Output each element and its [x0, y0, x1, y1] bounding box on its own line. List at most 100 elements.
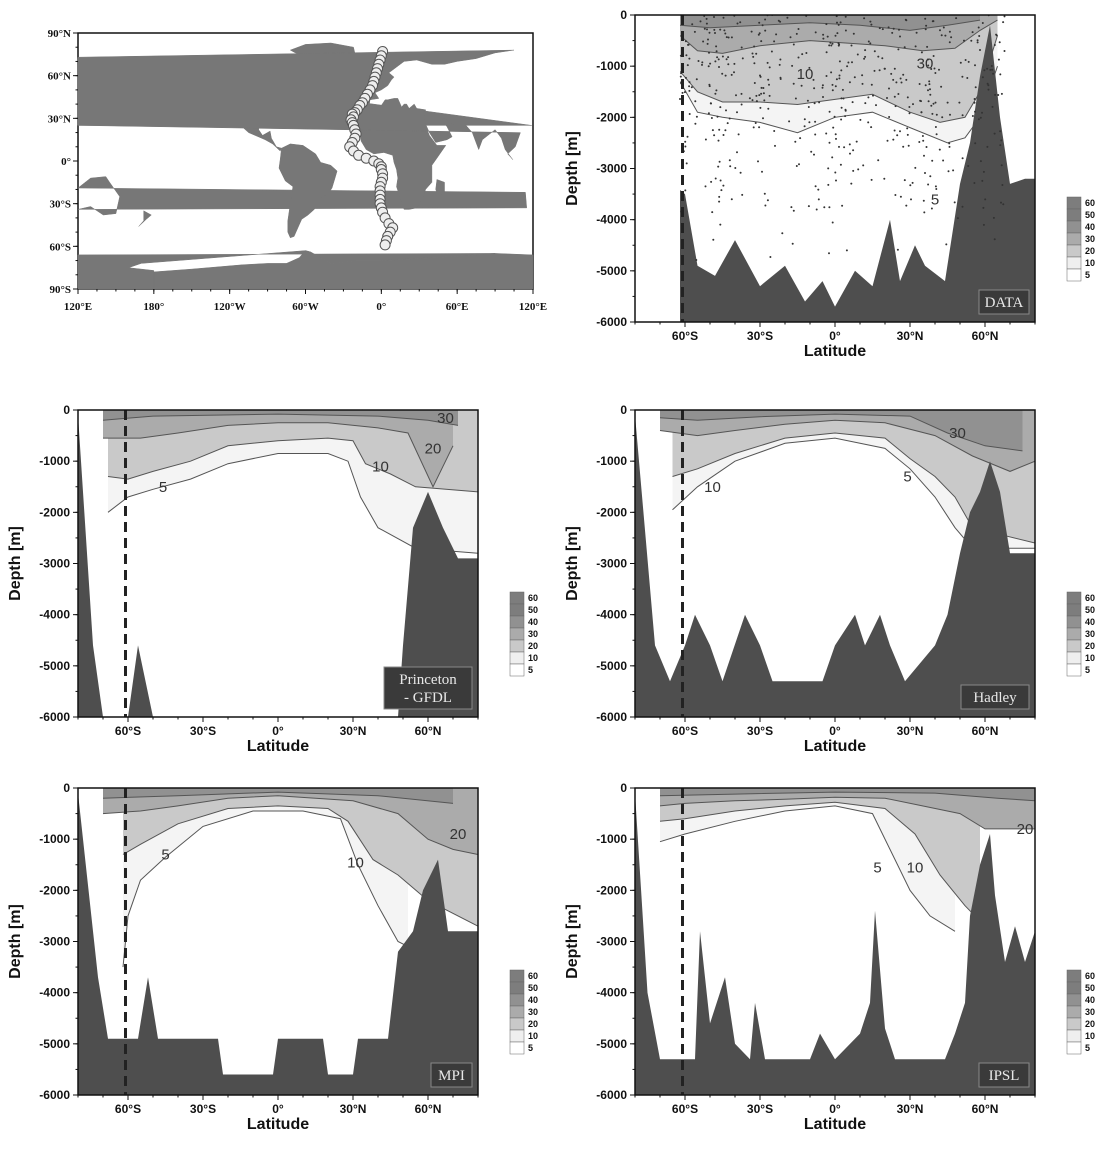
observation-dot — [681, 91, 684, 94]
isoline-20 — [659, 796, 1035, 830]
x-tick-label: 30°N — [897, 329, 924, 343]
y-tick-label: -3000 — [39, 557, 70, 571]
legend-label: 30 — [1085, 629, 1095, 639]
observation-dot — [974, 86, 977, 89]
contour-band-20 — [103, 788, 478, 855]
model-name-label: DATA — [985, 295, 1024, 311]
observation-dot — [788, 120, 791, 123]
legend-swatch — [1066, 1041, 1082, 1055]
observation-dot — [979, 160, 982, 163]
observation-dot — [792, 209, 795, 212]
x-tick-label: 0° — [829, 724, 841, 738]
observation-dot — [828, 252, 830, 255]
map-x-tick-label: 120°E — [64, 301, 92, 313]
plot-area — [635, 410, 1035, 717]
observation-dot — [814, 185, 817, 188]
isoline-30 — [659, 413, 1023, 452]
observation-dot — [727, 36, 730, 39]
y-tick-label: -5000 — [596, 264, 627, 278]
station-marker — [379, 239, 391, 251]
observation-dot — [829, 41, 832, 44]
observation-dot — [814, 133, 817, 136]
observation-dot — [724, 129, 727, 132]
legend-swatch — [509, 663, 525, 677]
observation-dot — [714, 177, 717, 180]
isoline-20 — [679, 19, 998, 54]
observation-dot — [704, 185, 707, 188]
observation-dot — [764, 18, 767, 21]
observation-dot — [931, 20, 934, 23]
observation-dot — [982, 170, 985, 173]
observation-dot — [910, 198, 912, 201]
observation-dot — [754, 122, 757, 124]
observation-dot — [911, 181, 914, 184]
contour-label: 10 — [372, 458, 389, 475]
map-x-tick-label: 180° — [143, 301, 164, 313]
observation-dot — [838, 77, 841, 80]
legend-label: 60 — [528, 971, 538, 981]
observation-dot — [807, 106, 810, 108]
observation-dot — [840, 118, 843, 121]
observation-dot — [852, 149, 855, 152]
observation-dot — [708, 83, 711, 86]
observation-dot — [872, 94, 874, 97]
observation-dot — [845, 249, 848, 252]
observation-dot — [683, 91, 686, 94]
observation-dot — [826, 35, 829, 38]
observation-dot — [934, 126, 937, 128]
observation-dot — [841, 204, 844, 207]
legend-swatch — [1066, 196, 1082, 210]
observation-dot — [708, 51, 710, 54]
y-tick-label: -2000 — [596, 110, 627, 124]
observation-dot — [963, 39, 965, 42]
observation-dot — [715, 45, 718, 48]
station-map: 90°N 60°N 30°N 0° 30°S 60°S 90°S 120°E 180° 120°W… — [48, 28, 547, 313]
observation-dot — [778, 63, 781, 66]
observation-dot — [961, 114, 964, 117]
map-y-tick-label: 60°S — [49, 241, 71, 253]
contour-label: 10 — [797, 66, 814, 83]
observation-dot — [711, 211, 714, 214]
x-tick-label: 30°S — [190, 724, 216, 738]
observation-dot — [938, 148, 941, 151]
map-y-tick-label: 90°N — [48, 28, 71, 40]
observation-dot — [914, 45, 917, 48]
observation-dot — [737, 133, 740, 136]
contour-label: 30 — [917, 56, 934, 73]
legend: 60 50 40 30 20 10 5 — [509, 591, 538, 677]
legend-label: 10 — [1085, 1031, 1095, 1041]
contour-band-30 — [103, 788, 453, 804]
observation-dot — [753, 82, 756, 84]
observation-dot — [716, 115, 719, 118]
observation-dot — [714, 92, 717, 95]
observation-dot — [990, 65, 993, 67]
observation-dot — [797, 28, 800, 30]
observation-dot — [798, 163, 800, 166]
observation-dot — [935, 113, 938, 116]
map-x-tick-label: 120°W — [214, 301, 246, 313]
observation-dot — [840, 97, 843, 100]
observation-dot — [718, 160, 721, 163]
legend-label: 20 — [1085, 641, 1095, 651]
observation-dot — [825, 75, 828, 77]
y-tick-label: -2000 — [39, 505, 70, 519]
observation-dot — [973, 98, 976, 100]
observation-dot — [834, 34, 837, 37]
observation-dot — [844, 108, 847, 111]
observation-dot — [946, 101, 949, 104]
observation-dot — [918, 141, 921, 143]
observation-dot — [740, 92, 743, 95]
section-panel-data: 103050-1000-2000-3000-4000-5000-600060°S… — [564, 8, 1095, 360]
observation-dot — [717, 58, 720, 61]
observation-dot — [728, 117, 731, 120]
legend-label: 5 — [528, 1043, 533, 1053]
observation-dot — [702, 40, 705, 43]
observation-dot — [684, 145, 687, 148]
observation-dot — [852, 169, 855, 172]
observation-dot — [869, 20, 872, 23]
observation-dot — [862, 164, 865, 167]
legend-swatch — [1066, 627, 1082, 641]
observation-dot — [931, 159, 934, 162]
observation-dot — [1000, 92, 1003, 95]
observation-dot — [934, 185, 937, 188]
